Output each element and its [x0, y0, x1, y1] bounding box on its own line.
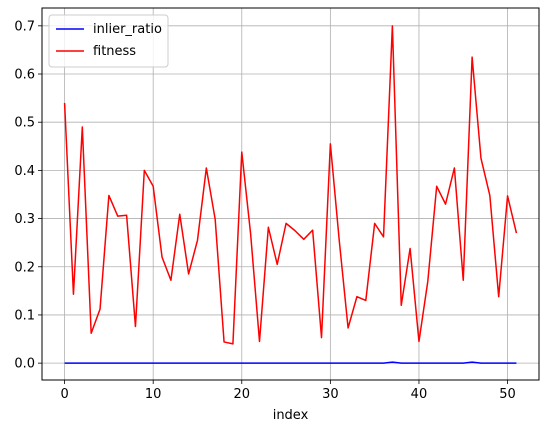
x-tick-label: 0: [60, 387, 68, 402]
y-tick-label: 0.2: [14, 260, 35, 275]
legend-label-inlier-ratio: inlier_ratio: [93, 22, 162, 37]
x-tick-label: 10: [145, 387, 162, 402]
y-tick-label: 0.3: [14, 212, 35, 227]
x-axis-label: index: [273, 408, 309, 423]
y-tick-label: 0.1: [14, 308, 35, 323]
y-tick-label: 0.6: [14, 68, 35, 83]
y-tick-label: 0.4: [14, 164, 35, 179]
y-tick-label: 0.5: [14, 116, 35, 131]
y-tick-label: 0.7: [14, 19, 35, 34]
x-tick-label: 20: [234, 387, 251, 402]
legend: inlier_ratio fitness: [49, 15, 168, 67]
x-tick-label: 30: [322, 387, 339, 402]
legend-label-fitness: fitness: [93, 44, 136, 59]
x-tick-label: 40: [411, 387, 428, 402]
x-tick-label: 50: [499, 387, 516, 402]
y-tick-label: 0.0: [14, 357, 35, 372]
